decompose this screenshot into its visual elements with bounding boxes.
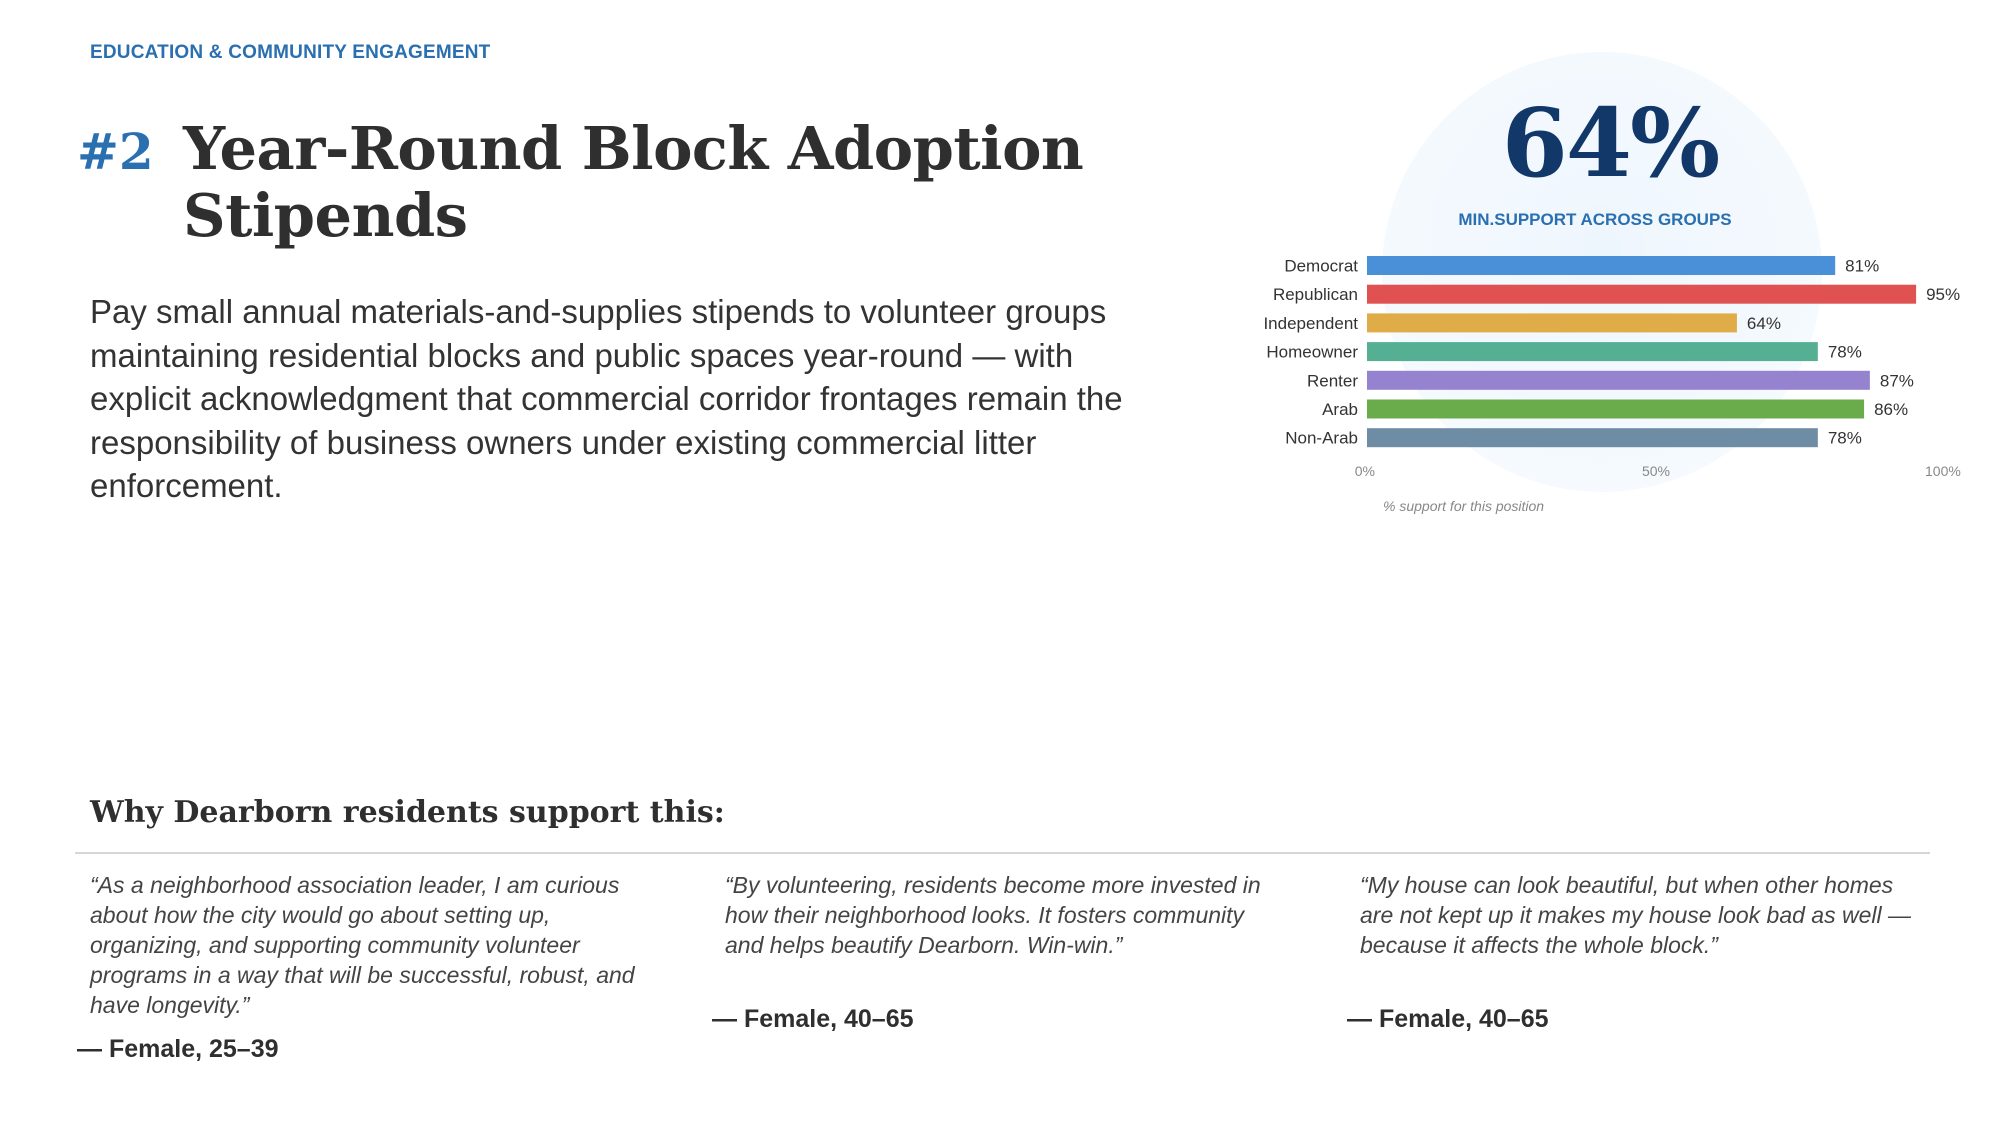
value-label-democrat: 81% xyxy=(1845,257,1879,276)
bar-democrat xyxy=(1367,256,1836,275)
bar-renter xyxy=(1367,370,1870,390)
category-label-republican: Republican xyxy=(1273,285,1358,304)
bar-independent xyxy=(1367,313,1737,333)
min-support-label: MIN.SUPPORT ACROSS GROUPS xyxy=(1458,210,1732,229)
x-axis-label: % support for this position xyxy=(1383,498,1544,514)
section-label: EDUCATION & COMMUNITY ENGAGEMENT xyxy=(90,42,491,63)
value-label-non-arab: 78% xyxy=(1828,429,1862,448)
quote-1-attribution: — Female, 25–39 xyxy=(77,1035,279,1063)
value-label-homeowner: 78% xyxy=(1828,343,1862,362)
value-label-independent: 64% xyxy=(1747,314,1781,333)
bar-republican xyxy=(1367,284,1917,304)
category-label-renter: Renter xyxy=(1307,371,1358,390)
value-label-arab: 86% xyxy=(1874,400,1908,419)
min-support-value: 64% xyxy=(1501,88,1720,199)
category-label-democrat: Democrat xyxy=(1284,257,1358,276)
description-text: Pay small annual materials-and-supplies … xyxy=(90,293,1123,504)
quote-1: “As a neighborhood association leader, I… xyxy=(90,872,635,1018)
bar-non-arab xyxy=(1367,428,1818,448)
category-label-arab: Arab xyxy=(1322,400,1358,419)
page-title: Year-Round Block Adoption Stipends xyxy=(183,114,1084,250)
section-divider xyxy=(75,852,1930,854)
quote-2-attribution: — Female, 40–65 xyxy=(712,1005,914,1033)
quote-3-attribution: — Female, 40–65 xyxy=(1347,1005,1549,1033)
quote-2: “By volunteering, residents become more … xyxy=(725,872,1261,958)
x-tick-2: 100% xyxy=(1925,463,1961,479)
position-number: #2 xyxy=(77,122,154,181)
category-label-non-arab: Non-Arab xyxy=(1285,429,1358,448)
x-tick-1: 50% xyxy=(1642,463,1670,479)
x-tick-0: 0% xyxy=(1355,463,1375,479)
support-bar-chart: Democrat 81% Republican 95% Independent 64% Ho… xyxy=(1263,256,1961,514)
bar-homeowner xyxy=(1367,342,1818,362)
quote-3: “My house can look beautiful, but when o… xyxy=(1360,872,1912,958)
category-label-homeowner: Homeowner xyxy=(1266,343,1358,362)
bar-arab xyxy=(1367,399,1865,419)
why-section-title: Why Dearborn residents support this: xyxy=(90,795,725,830)
value-label-republican: 95% xyxy=(1926,285,1960,304)
category-label-independent: Independent xyxy=(1263,314,1358,333)
value-label-renter: 87% xyxy=(1880,371,1914,390)
